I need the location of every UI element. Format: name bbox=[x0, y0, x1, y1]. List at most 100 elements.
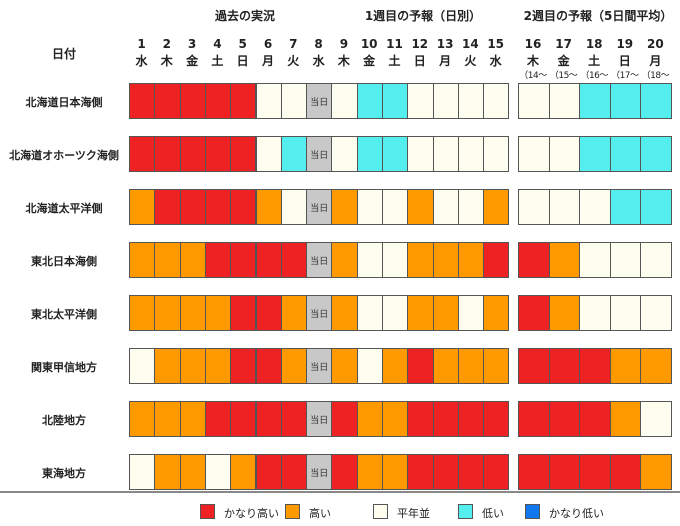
today-cell: 当日 bbox=[306, 454, 333, 490]
day-number: 16 bbox=[524, 37, 542, 51]
heatmap-cell bbox=[230, 295, 257, 331]
heatmap-cell bbox=[457, 295, 485, 331]
legend-swatch bbox=[373, 504, 388, 519]
day-number: 9 bbox=[339, 37, 349, 51]
day-weekday: 月 bbox=[649, 54, 662, 68]
region-label: 北海道太平洋側 bbox=[25, 202, 103, 215]
day-weekday: 火 bbox=[464, 54, 477, 68]
legend-label: かなり低い bbox=[549, 507, 604, 520]
heatmap-cell bbox=[483, 295, 510, 331]
heatmap-cell bbox=[230, 348, 257, 384]
day-number: 7 bbox=[289, 37, 298, 51]
heatmap-cell bbox=[179, 348, 206, 384]
heatmap-cell-weekly bbox=[579, 136, 611, 172]
heatmap-cell bbox=[255, 348, 282, 384]
heatmap-cell-weekly bbox=[609, 295, 642, 331]
heatmap-cell bbox=[483, 189, 510, 225]
heatmap-cell bbox=[280, 242, 308, 278]
day-weekday: 日 bbox=[413, 54, 426, 68]
date-header-day-15: 15 水 bbox=[483, 36, 508, 70]
heatmap-cell bbox=[356, 136, 383, 172]
heatmap-cell bbox=[382, 348, 409, 384]
heatmap-cell bbox=[255, 401, 282, 437]
region-label: 東北太平洋側 bbox=[31, 308, 97, 321]
heatmap-cell bbox=[255, 189, 282, 225]
heatmap-cell bbox=[407, 136, 434, 172]
heatmap-cell-weekly bbox=[640, 454, 672, 490]
heatmap-cell-weekly bbox=[609, 401, 642, 437]
range-start: （16～ bbox=[580, 71, 608, 81]
heatmap-cell-weekly bbox=[609, 189, 642, 225]
heatmap-cell bbox=[204, 454, 232, 490]
past-section-title: 過去の実況 bbox=[214, 9, 275, 23]
heatmap-cell bbox=[407, 83, 434, 119]
heatmap-cell-weekly bbox=[548, 348, 581, 384]
heatmap-cell bbox=[331, 295, 358, 331]
heatmap-cell-weekly bbox=[518, 348, 550, 384]
heatmap-cell-weekly bbox=[548, 401, 581, 437]
heatmap-cell-weekly bbox=[518, 295, 550, 331]
heatmap-cell bbox=[407, 242, 434, 278]
day-number: 14 bbox=[462, 37, 479, 51]
heatmap-cell bbox=[331, 242, 358, 278]
heatmap-cell bbox=[255, 242, 282, 278]
heatmap-cell-weekly bbox=[640, 348, 672, 384]
heatmap-cell bbox=[255, 454, 282, 490]
heatmap-cell-weekly bbox=[640, 189, 672, 225]
heatmap-cell bbox=[432, 401, 459, 437]
date-header-day-14: 14 火 bbox=[458, 36, 483, 70]
heatmap-cell-weekly bbox=[579, 189, 611, 225]
heatmap-cell-weekly bbox=[579, 454, 611, 490]
heatmap-cell bbox=[129, 136, 156, 172]
heatmap-cell bbox=[204, 348, 232, 384]
range-start: （15～ bbox=[549, 71, 578, 81]
day-weekday: 木 bbox=[160, 54, 173, 68]
date-header-day-13: 13 月 bbox=[433, 36, 458, 70]
heatmap-cell bbox=[154, 136, 181, 172]
heatmap-cell-weekly bbox=[518, 454, 550, 490]
day-weekday: 火 bbox=[287, 54, 300, 68]
heatmap-cell-weekly bbox=[518, 136, 550, 172]
heatmap-cell bbox=[432, 189, 459, 225]
day-weekday: 土 bbox=[388, 54, 401, 68]
heatmap-cell bbox=[457, 401, 485, 437]
heatmap-cell bbox=[204, 136, 232, 172]
heatmap-cell bbox=[331, 454, 358, 490]
heatmap-cell bbox=[255, 295, 282, 331]
heatmap-cell bbox=[382, 242, 409, 278]
heatmap-cell-weekly bbox=[640, 401, 672, 437]
legend-label: かなり高い bbox=[224, 507, 279, 520]
heatmap-cell bbox=[280, 189, 308, 225]
day-number: 3 bbox=[187, 37, 197, 51]
day-weekday: 日 bbox=[618, 54, 631, 68]
day-weekday: 水 bbox=[489, 54, 502, 68]
legend-label: 平年並 bbox=[397, 507, 430, 520]
today-cell: 当日 bbox=[306, 189, 333, 225]
day-weekday: 水 bbox=[312, 54, 325, 68]
heatmap-cell bbox=[154, 401, 181, 437]
heatmap-cell bbox=[204, 401, 232, 437]
heatmap-cell bbox=[204, 189, 232, 225]
heatmap-cell bbox=[382, 136, 409, 172]
heatmap-cell bbox=[204, 242, 232, 278]
heatmap-cell bbox=[432, 295, 459, 331]
day-weekday: 金 bbox=[186, 54, 199, 68]
date-header-day-12: 12 日 bbox=[407, 36, 432, 70]
region-label: 東北日本海側 bbox=[31, 255, 97, 268]
heatmap-cell-weekly bbox=[640, 295, 672, 331]
heatmap-cell bbox=[457, 348, 485, 384]
heatmap-cell bbox=[432, 136, 459, 172]
day-number: 8 bbox=[314, 37, 323, 51]
heatmap-cell-weekly bbox=[548, 454, 581, 490]
region-label: 北海道日本海側 bbox=[25, 96, 103, 109]
day-number: 20 bbox=[647, 37, 664, 51]
heatmap-cell-weekly bbox=[548, 295, 581, 331]
heatmap-cell bbox=[129, 454, 156, 490]
heatmap-cell bbox=[432, 454, 459, 490]
range-start: （14～ bbox=[519, 71, 547, 81]
